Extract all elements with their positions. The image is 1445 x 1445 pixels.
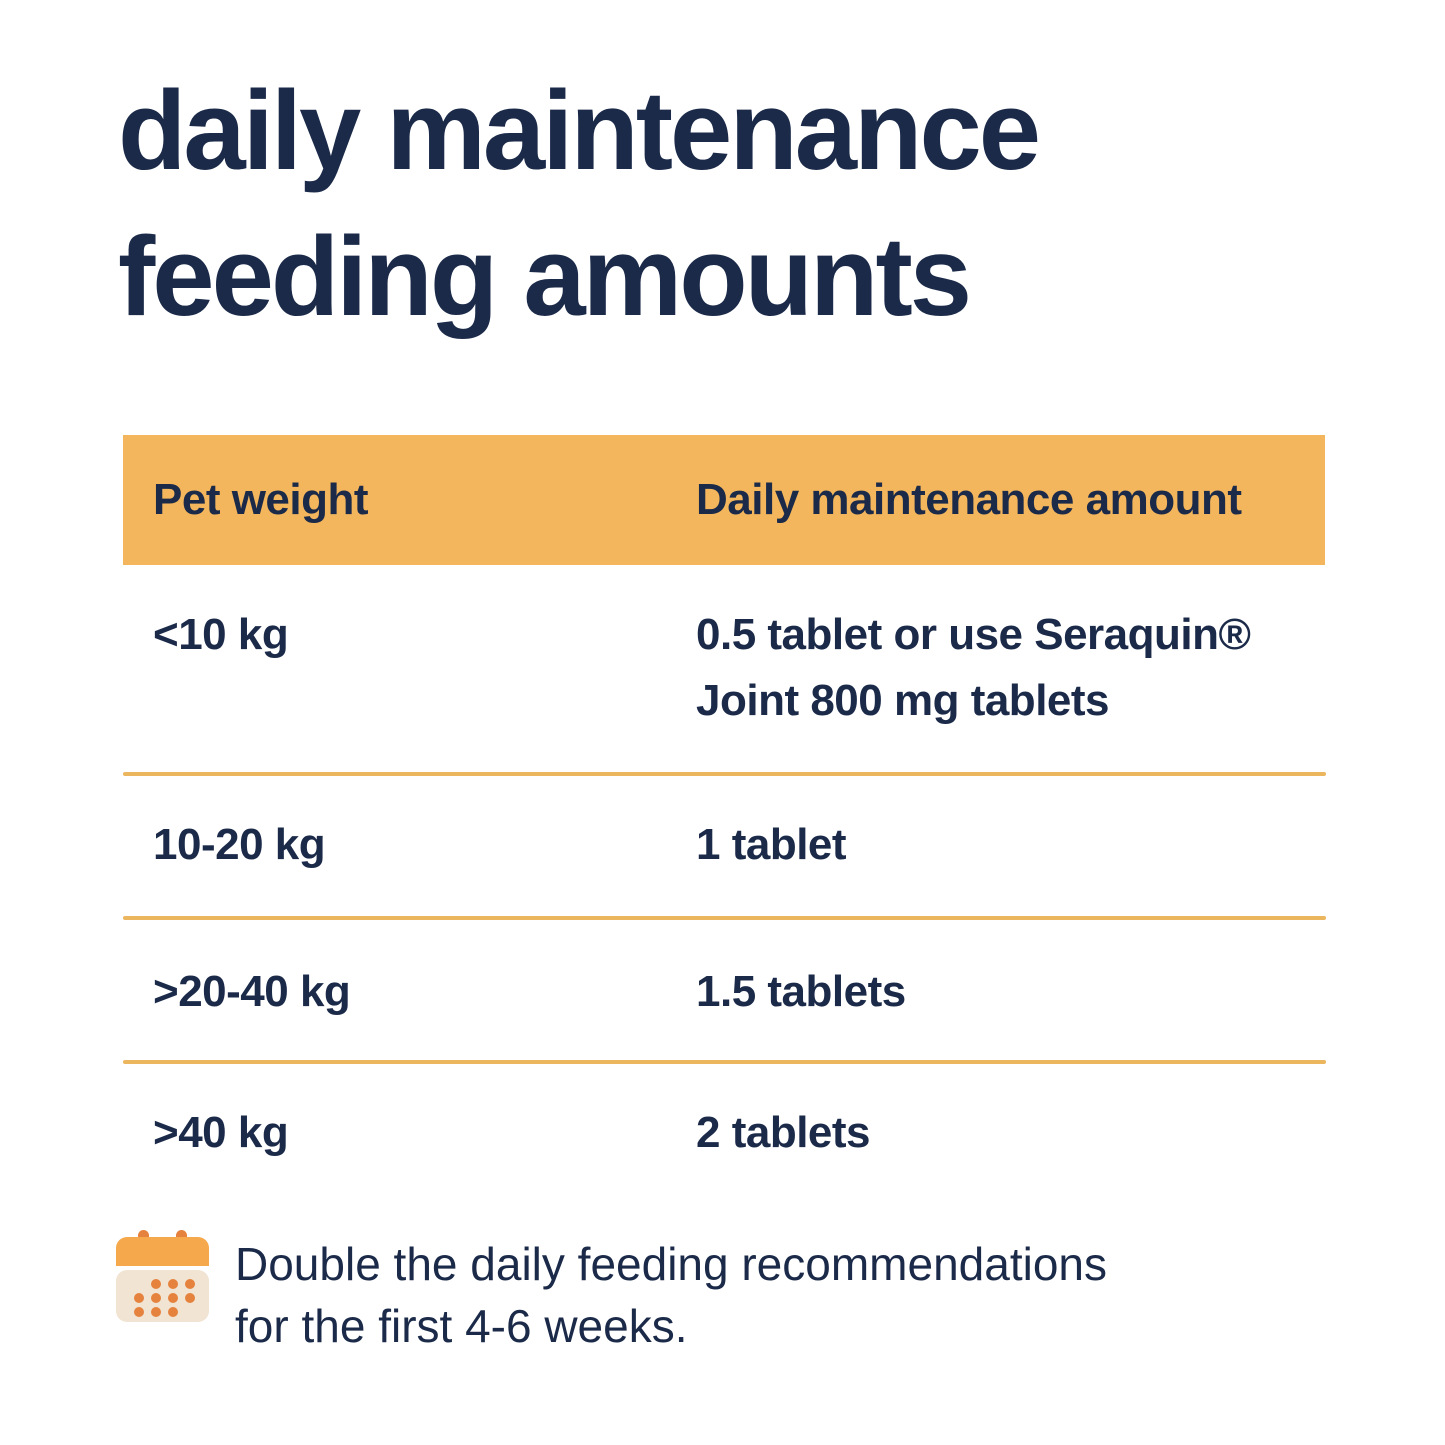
daily-amount-value: 1.5 tablets bbox=[696, 967, 906, 1016]
row-divider bbox=[123, 772, 1326, 776]
column-header-daily-maintenance-amount: Daily maintenance amount bbox=[696, 475, 1242, 524]
pet-weight-value: >20-40 kg bbox=[153, 967, 351, 1016]
footnote-line2: for the first 4-6 weeks. bbox=[235, 1300, 688, 1352]
row-divider bbox=[123, 916, 1326, 920]
table-row: 10-20 kg 1 tablet bbox=[123, 820, 1325, 870]
footnote: Double the daily feeding recommendations… bbox=[235, 1233, 1107, 1357]
column-header-pet-weight: Pet weight bbox=[153, 475, 369, 524]
table-header-row: Pet weight Daily maintenance amount bbox=[123, 435, 1325, 565]
pet-weight-value: <10 kg bbox=[153, 610, 289, 659]
table-row: <10 kg 0.5 tablet or use Seraquin® Joint… bbox=[123, 602, 1325, 734]
daily-amount-value: 1 tablet bbox=[696, 820, 847, 869]
pet-weight-value: >40 kg bbox=[153, 1108, 289, 1157]
footnote-line1: Double the daily feeding recommendations bbox=[235, 1238, 1107, 1290]
page-title-line2: feeding amounts bbox=[118, 214, 972, 339]
page-title: daily maintenance feeding amounts bbox=[118, 58, 1378, 350]
calendar-icon bbox=[116, 1228, 212, 1324]
daily-amount-value: 2 tablets bbox=[696, 1108, 871, 1157]
daily-amount-value: 0.5 tablet or use Seraquin® Joint 800 mg… bbox=[696, 602, 1325, 734]
table-row: >20-40 kg 1.5 tablets bbox=[123, 967, 1325, 1017]
daily-amount-line2: Joint 800 mg tablets bbox=[696, 676, 1110, 725]
daily-amount-line1: 0.5 tablet or use Seraquin® bbox=[696, 610, 1251, 659]
table-row: >40 kg 2 tablets bbox=[123, 1108, 1325, 1158]
page-title-line1: daily maintenance bbox=[118, 68, 1041, 193]
row-divider bbox=[123, 1060, 1326, 1064]
pet-weight-value: 10-20 kg bbox=[153, 820, 326, 869]
